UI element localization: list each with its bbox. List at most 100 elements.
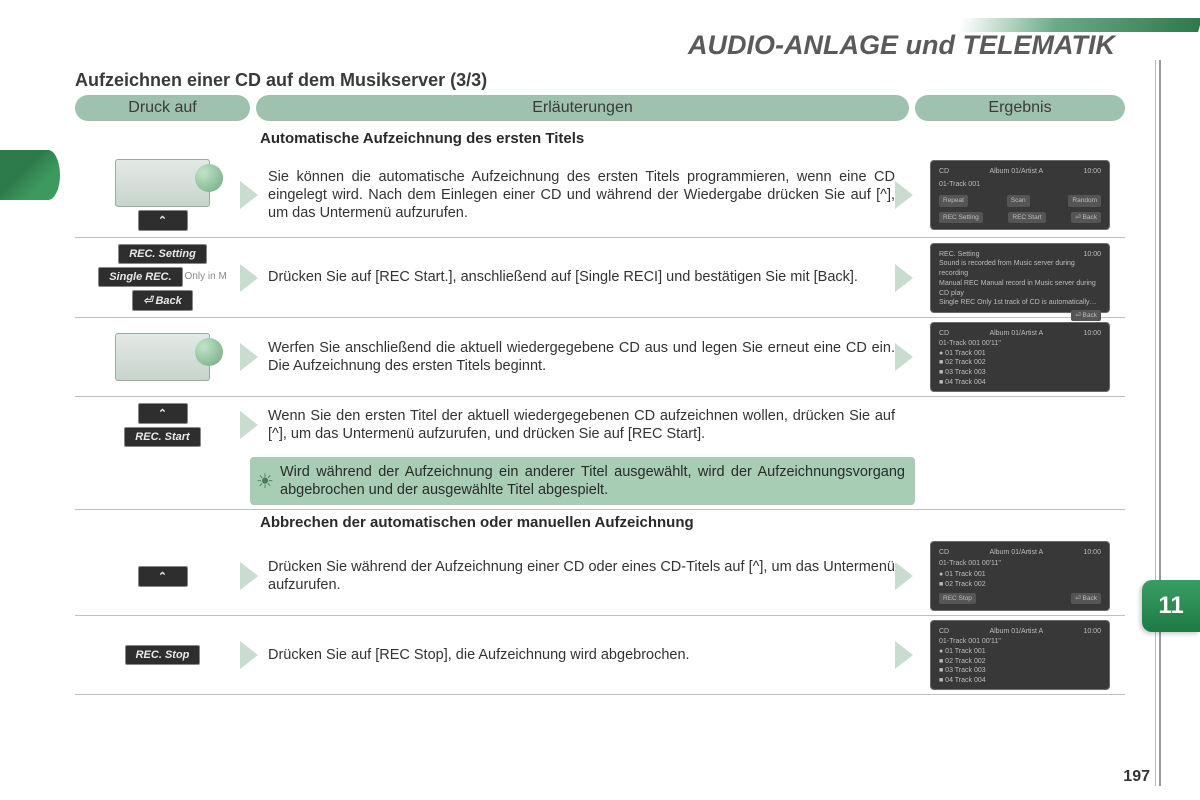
cd-unit-icon — [115, 159, 210, 207]
row2-result: REC. Setting 10:00 Sound is recorded from… — [915, 242, 1125, 313]
content-area: Automatische Aufzeichnung des ersten Tit… — [75, 126, 1125, 695]
caret-up-button: ⌃ — [138, 403, 188, 424]
screen-track: 01-Track 001 00'11" — [939, 559, 1101, 569]
screen-btn: REC Start — [1008, 212, 1045, 223]
result-screen-2: REC. Setting 10:00 Sound is recorded from… — [930, 243, 1110, 313]
result-screen-5: CD Album 01/Artist A 10:00 01-Track 001 00… — [930, 541, 1110, 611]
screen-label: Album 01/Artist A — [989, 548, 1043, 558]
screen-row: ■ 04 Track 004 — [939, 676, 1101, 686]
screen-label: Album 01/Artist A — [989, 329, 1043, 339]
chevron-icon — [895, 641, 913, 669]
row6-result: CDAlbum 01/Artist A10:00 01-Track 001 00… — [915, 620, 1125, 690]
row4-result-empty — [915, 401, 1125, 449]
row2-explanation: Drücken Sie auf [REC Start.], anschließe… — [250, 242, 915, 313]
header-title: AUDIO-ANLAGE und TELEMATIK — [688, 30, 1115, 61]
screen-label: Album 01/Artist A — [989, 627, 1043, 637]
tip-text: Wird während der Aufzeichnung ein andere… — [280, 463, 905, 499]
row6-explanation: Drücken Sie auf [REC Stop], die Aufzeich… — [250, 620, 915, 690]
column-headers: Druck auf Erläuterungen Ergebnis — [75, 95, 1125, 121]
only-in-label: Only in M — [185, 272, 227, 282]
screen-btn: ⏎ Back — [1071, 310, 1101, 321]
screen-label: 10:00 — [1083, 167, 1101, 177]
screen-label: CD — [939, 167, 949, 177]
result-screen-3: CDAlbum 01/Artist A10:00 01-Track 001 00… — [930, 322, 1110, 392]
caret-up-button: ⌃ — [138, 566, 188, 587]
screen-label: REC. Setting — [939, 250, 979, 260]
screen-btn: Scan — [1007, 195, 1030, 206]
col-header-result: Ergebnis — [915, 95, 1125, 121]
screen-text: Single REC Only 1st track of CD is autom… — [939, 298, 1101, 308]
instruction-row-5: ⌃ Drücken Sie während der Aufzeichnung e… — [75, 537, 1125, 616]
row4-press: ⌃ REC. Start — [75, 401, 250, 449]
row3-explanation: Werfen Sie anschließend die aktuell wied… — [250, 322, 915, 392]
screen-label: 10:00 — [1083, 627, 1101, 637]
col-header-explanation: Erläuterungen — [256, 95, 909, 121]
row1-text: Sie können die automatische Aufzeichnung… — [260, 164, 915, 226]
screen-row: ● 01 Track 001 — [939, 349, 1101, 359]
back-button: ⏎ Back — [132, 290, 193, 311]
chapter-tab: 11 — [1142, 580, 1200, 632]
row1-press: ⌃ — [75, 157, 250, 233]
caret-up-button: ⌃ — [138, 210, 188, 231]
chevron-icon — [895, 343, 913, 371]
instruction-row-6: REC. Stop Drücken Sie auf [REC Stop], di… — [75, 616, 1125, 695]
chevron-icon — [240, 641, 258, 669]
row1-explanation: Sie können die automatische Aufzeichnung… — [250, 157, 915, 233]
instruction-row-3: Werfen Sie anschließend die aktuell wied… — [75, 318, 1125, 397]
screen-row: ● 01 Track 001 — [939, 570, 1101, 580]
result-screen-6: CDAlbum 01/Artist A10:00 01-Track 001 00… — [930, 620, 1110, 690]
chevron-icon — [895, 562, 913, 590]
screen-row: ● 01 Track 001 — [939, 647, 1101, 657]
rec-start-button: REC. Start — [124, 427, 200, 447]
screen-row: ■ 02 Track 002 — [939, 580, 1101, 590]
rec-stop-button: REC. Stop — [125, 645, 201, 665]
decor-top-left — [0, 150, 60, 200]
screen-row: ■ 02 Track 002 — [939, 657, 1101, 667]
screen-label: CD — [939, 548, 949, 558]
chevron-icon — [240, 411, 258, 439]
row6-text: Drücken Sie auf [REC Stop], die Aufzeich… — [260, 642, 710, 668]
page-edge-rule — [1159, 60, 1161, 786]
row6-press: REC. Stop — [75, 620, 250, 690]
row3-press — [75, 322, 250, 392]
col-header-press: Druck auf — [75, 95, 250, 121]
screen-text: Sound is recorded from Music server duri… — [939, 259, 1101, 279]
chevron-icon — [895, 181, 913, 209]
page-edge-rule-2 — [1155, 60, 1156, 786]
screen-label: CD — [939, 329, 949, 339]
screen-label: 10:00 — [1083, 548, 1101, 558]
chevron-icon — [240, 562, 258, 590]
row2-press: REC. Setting Single REC. Only in M ⏎ Bac… — [75, 242, 250, 313]
divider — [75, 509, 1125, 510]
section2-heading: Abbrechen der automatischen oder manuell… — [260, 514, 1125, 531]
row5-press: ⌃ — [75, 541, 250, 611]
instruction-row-1: ⌃ Sie können die automatische Aufzeichnu… — [75, 153, 1125, 238]
page-number: 197 — [1123, 768, 1150, 786]
bulb-icon: ☀ — [250, 469, 280, 494]
result-screen-1: CDAlbum 01/Artist A10:00 01-Track 001 Re… — [930, 160, 1110, 230]
instruction-row-4: ⌃ REC. Start Wenn Sie den ersten Titel d… — [75, 397, 1125, 453]
screen-row: ■ 04 Track 004 — [939, 378, 1101, 388]
screen-label: 10:00 — [1083, 329, 1101, 339]
cd-unit-icon — [115, 333, 210, 381]
screen-track: 01-Track 001 00'11" — [939, 637, 1101, 647]
screen-label: Album 01/Artist A — [989, 167, 1043, 177]
row2-text: Drücken Sie auf [REC Start.], anschließe… — [260, 264, 878, 290]
row4-text: Wenn Sie den ersten Titel der aktuell wi… — [260, 403, 915, 447]
tip-callout: ☀ Wird während der Aufzeichnung ein ande… — [250, 457, 915, 505]
screen-row: ■ 03 Track 003 — [939, 368, 1101, 378]
page-subtitle: Aufzeichnen einer CD auf dem Musikserver… — [75, 70, 487, 91]
row5-text: Drücken Sie während der Aufzeichnung ein… — [260, 554, 915, 598]
chevron-icon — [240, 343, 258, 371]
screen-row: ■ 03 Track 003 — [939, 666, 1101, 676]
screen-label: 10:00 — [1083, 250, 1101, 260]
screen-row: ■ 02 Track 002 — [939, 358, 1101, 368]
row3-text: Werfen Sie anschließend die aktuell wied… — [260, 335, 915, 379]
instruction-row-2: REC. Setting Single REC. Only in M ⏎ Bac… — [75, 238, 1125, 318]
screen-text: Manual REC Manual record in Music server… — [939, 279, 1101, 299]
chevron-icon — [240, 264, 258, 292]
row1-result: CDAlbum 01/Artist A10:00 01-Track 001 Re… — [915, 157, 1125, 233]
chevron-icon — [895, 264, 913, 292]
screen-btn: ⏎ Back — [1071, 593, 1101, 604]
rec-setting-button: REC. Setting — [118, 244, 207, 264]
